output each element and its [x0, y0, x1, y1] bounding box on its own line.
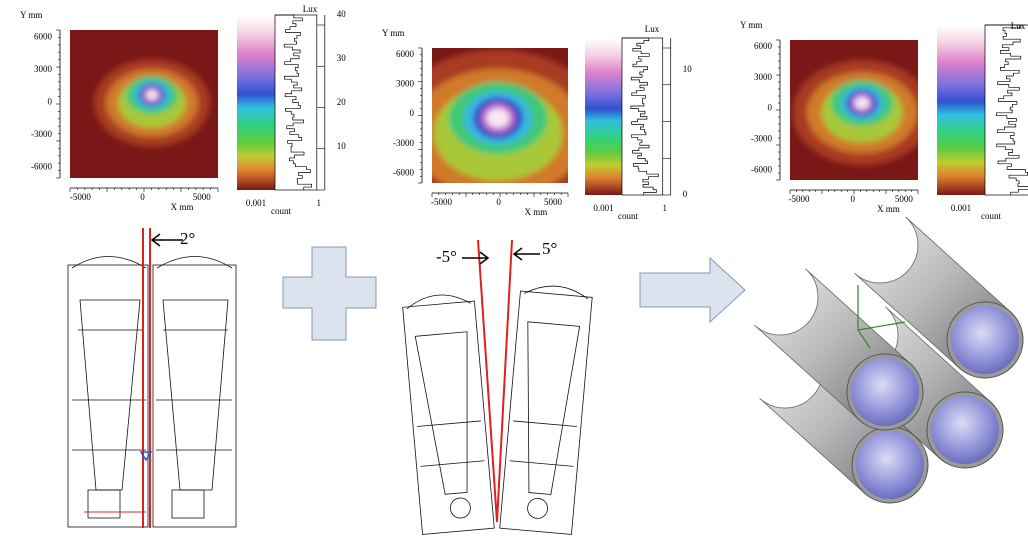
histogram	[622, 38, 658, 195]
y-tick-label: 3000	[396, 79, 415, 89]
unit-label: Lux	[303, 4, 318, 14]
y-tick-label: 6000	[396, 49, 415, 59]
cylinder-array	[755, 217, 1023, 503]
y-tick-label: 6000	[34, 31, 53, 41]
figure: 2° -5° 5° Y mmX mm600030000-3000-6000-50…	[0, 0, 1028, 539]
count-tick-label: 0.001	[246, 198, 266, 208]
heat-map-spot	[94, 59, 210, 147]
y-tick-label: 3000	[34, 64, 53, 74]
y-tick-label: 0	[410, 108, 415, 118]
scale-tick-label: 30	[337, 53, 347, 63]
x-tick-label: 0	[496, 197, 501, 207]
illuminance-panel: Y mm X mm 6000 3000 0 -3000 -6000 -5000 0 5000 Lux…	[20, 4, 346, 216]
y-axis-label: Y mm	[20, 10, 42, 20]
count-tick-label: 1	[317, 198, 322, 208]
iso-level	[487, 109, 510, 128]
y-tick-label: -6000	[393, 168, 414, 178]
x-axis-label: X mm	[877, 204, 900, 214]
plus-sign	[283, 247, 376, 340]
count-tick-label: 1	[662, 203, 667, 213]
scale-tick-label: 10	[337, 141, 347, 151]
y-tick-label: -6000	[751, 164, 772, 174]
cylinder-lens	[931, 396, 999, 464]
angle-arrow	[152, 234, 183, 246]
histogram	[985, 25, 1028, 195]
x-tick-label: -5000	[70, 192, 91, 202]
y-tick-label: -3000	[393, 138, 414, 148]
cylinder-lens	[851, 358, 919, 426]
scale-tick-label: 10	[683, 64, 693, 74]
unit-label: Lux	[645, 24, 660, 34]
count-tick-label: 0.001	[951, 203, 971, 213]
heat-map	[70, 30, 218, 178]
count-tick-label: 0.001	[593, 203, 613, 213]
y-tick-label: 6000	[754, 41, 773, 51]
count-label: count	[981, 211, 1001, 221]
y-axis-label: Y mm	[382, 28, 404, 38]
y-tick-label: -3000	[751, 133, 772, 143]
y-tick-label: 0	[768, 103, 773, 113]
heat-map	[388, 48, 608, 217]
cylinder-lens	[951, 306, 1019, 374]
arrow	[640, 258, 745, 322]
x-tick-label: 0	[140, 192, 145, 202]
y-tick-label: -6000	[31, 162, 52, 172]
angle-arrows	[462, 248, 540, 264]
scale-tick-label: 20	[337, 97, 347, 107]
angle-label: -5°	[436, 247, 457, 266]
heat-map-spot	[792, 60, 931, 166]
iso-level	[855, 97, 869, 109]
color-bar	[937, 25, 985, 195]
heat-map-spot	[388, 50, 608, 217]
lamp-wireframe-pair	[68, 228, 236, 528]
angle-label: 2°	[180, 229, 195, 248]
illuminance-panel: Y mm X mm 6000 3000 0 -3000 -6000 -5000 0 5000 Lux…	[740, 20, 1028, 221]
x-tick-label: 5000	[193, 192, 212, 202]
y-tick-label: 3000	[754, 72, 773, 82]
x-axis-label: X mm	[524, 207, 547, 217]
histogram	[275, 15, 312, 190]
y-tick-label: 0	[48, 97, 53, 107]
x-tick-label: 0	[850, 194, 855, 204]
scale-tick-label: 0	[683, 189, 688, 199]
angle-label: 5°	[542, 239, 557, 258]
iso-level	[146, 90, 158, 100]
color-bar	[237, 15, 275, 190]
scale-tick-label: 40	[337, 9, 347, 19]
y-tick-label: -3000	[31, 129, 52, 139]
cylinder-lens	[856, 431, 924, 499]
unit-label: Lux	[1011, 21, 1026, 31]
y-axis-label: Y mm	[740, 20, 762, 30]
x-axis-label: X mm	[171, 202, 194, 212]
color-bar	[585, 38, 622, 195]
count-label: count	[618, 211, 638, 221]
x-tick-label: -5000	[788, 194, 809, 204]
x-tick-label: 5000	[544, 197, 563, 207]
illuminance-panel: Y mm X mm 6000 3000 0 -3000 -6000 -5000 0 5000 Lux…	[382, 24, 692, 221]
x-tick-label: -5000	[431, 197, 452, 207]
lamp-wireframe-tilted	[402, 240, 593, 534]
count-label: count	[271, 206, 291, 216]
heat-map	[790, 40, 932, 180]
x-tick-label: 5000	[895, 194, 914, 204]
